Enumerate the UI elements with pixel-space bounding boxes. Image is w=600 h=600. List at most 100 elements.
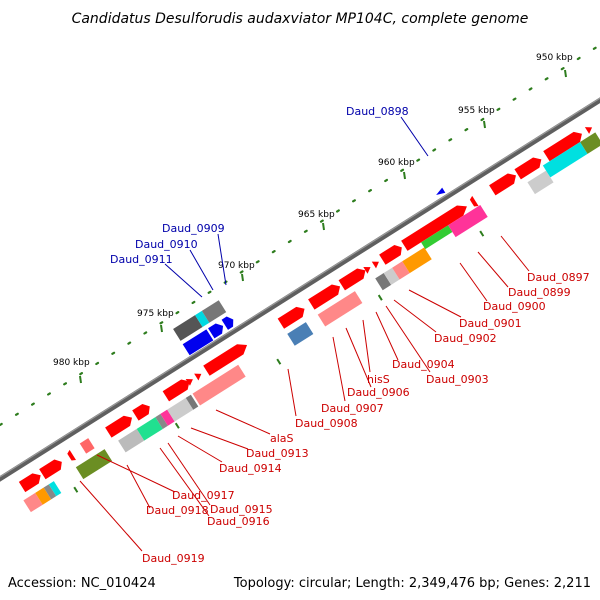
- kbp-label: 950 kbp: [536, 53, 573, 63]
- gene-Daud_0899-box[interactable]: [527, 170, 554, 195]
- label-hisS[interactable]: hisS: [367, 373, 390, 386]
- leader-line: [167, 442, 211, 506]
- gene-arrow[interactable]: [66, 449, 77, 462]
- gene-Daud_0898[interactable]: [435, 187, 446, 198]
- gene-Daud_0902-box[interactable]: [448, 204, 488, 238]
- gene-box[interactable]: [185, 394, 199, 410]
- label-Daud_0900[interactable]: Daud_0900: [483, 300, 546, 313]
- gene-Daud_0904-box[interactable]: [402, 247, 432, 274]
- gene-arrow[interactable]: [379, 242, 405, 265]
- gene-Daud_0907-box[interactable]: [317, 291, 363, 327]
- gene-box[interactable]: [23, 492, 43, 513]
- gene-arrow[interactable]: [39, 457, 65, 480]
- leader-line: [375, 311, 399, 361]
- label-Daud_0918[interactable]: Daud_0918: [146, 504, 209, 517]
- gene-Daud_0914[interactable]: [160, 409, 175, 426]
- label-Daud_0916[interactable]: Daud_0916: [207, 515, 270, 528]
- label-Daud_0903[interactable]: Daud_0903: [426, 373, 489, 386]
- label-alaS[interactable]: alaS: [270, 432, 294, 445]
- label-Daud_0914[interactable]: Daud_0914: [219, 462, 282, 475]
- leader-line: [477, 251, 509, 288]
- gene-arrow[interactable]: [584, 124, 594, 134]
- label-Daud_0897[interactable]: Daud_0897: [527, 271, 590, 284]
- gene-Daud_0897-box[interactable]: [542, 142, 588, 178]
- label-Daud_0907[interactable]: Daud_0907: [321, 402, 384, 415]
- kbp-label: 970 kbp: [218, 261, 255, 271]
- gene-Daud_0910[interactable]: [208, 321, 226, 339]
- gene-Daud_0913[interactable]: [167, 397, 194, 422]
- gene-arrow[interactable]: [18, 470, 44, 493]
- leader-line: [287, 368, 297, 417]
- leader-line: [408, 289, 462, 318]
- gene-Daud_0901[interactable]: [469, 195, 479, 208]
- gene-Daud_0908[interactable]: [277, 304, 308, 329]
- gene-Daud_0903-box[interactable]: [421, 225, 453, 250]
- gene-alaS-box[interactable]: [192, 364, 246, 406]
- gene-Daud_0908-box[interactable]: [287, 322, 314, 346]
- accession-text: Accession: NC_010424: [8, 576, 156, 591]
- track-ticks: [73, 230, 485, 493]
- gene-grey-left[interactable]: [173, 315, 203, 341]
- gene-small[interactable]: [79, 438, 95, 454]
- label-Daud_0908[interactable]: Daud_0908: [295, 417, 358, 430]
- gene-box[interactable]: [43, 484, 57, 500]
- gene-arrow[interactable]: [162, 376, 193, 402]
- label-Daud_0915[interactable]: Daud_0915: [210, 503, 273, 516]
- gene-arrow[interactable]: [105, 413, 135, 438]
- label-Daud_0911[interactable]: Daud_0911: [110, 253, 173, 266]
- leader-line: [164, 263, 203, 298]
- gene-Daud_0903[interactable]: [401, 201, 470, 251]
- gene-Daud_0900[interactable]: [489, 170, 519, 196]
- track-tick: [73, 486, 79, 493]
- gene-Daud_0915[interactable]: [155, 413, 168, 429]
- label-Daud_0913[interactable]: Daud_0913: [246, 447, 309, 460]
- label-Daud_0901[interactable]: Daud_0901: [459, 317, 522, 330]
- leader-line: [400, 116, 429, 157]
- label-Daud_0898[interactable]: Daud_0898: [346, 105, 409, 118]
- gene-box[interactable]: [392, 261, 410, 280]
- gene-Daud_0906[interactable]: [338, 265, 369, 291]
- leader-line: [215, 409, 271, 435]
- genome-summary-text: Topology: circular; Length: 2,349,476 bp…: [233, 576, 591, 591]
- gene-box[interactable]: [35, 487, 52, 505]
- gene-Daud_0917[interactable]: [75, 449, 113, 480]
- gene-Daud_0911[interactable]: [182, 329, 214, 356]
- map-title: Candidatus Desulforudis audaxviator MP10…: [72, 11, 529, 27]
- label-Daud_0902[interactable]: Daud_0902: [434, 332, 497, 345]
- forward-gene-labels: Daud_0897 Daud_0899 Daud_0900 Daud_0901 …: [79, 235, 590, 565]
- label-Daud_0899[interactable]: Daud_0899: [508, 286, 571, 299]
- leader-line: [393, 299, 437, 333]
- label-Daud_0906[interactable]: Daud_0906: [347, 386, 410, 399]
- backbone-line: [0, 97, 600, 482]
- gene-Daud_0909[interactable]: [221, 314, 237, 330]
- gene-alaS[interactable]: [203, 340, 250, 376]
- scale-dots: [0, 43, 600, 427]
- gene-Daud_0899[interactable]: [514, 154, 544, 180]
- gene-arrow[interactable]: [194, 370, 203, 381]
- gene-arrow[interactable]: [132, 401, 153, 421]
- leader-line: [362, 319, 371, 373]
- leader-line: [79, 480, 143, 552]
- gene-cyan[interactable]: [195, 310, 210, 328]
- label-Daud_0919[interactable]: Daud_0919: [142, 552, 205, 565]
- label-Daud_0910[interactable]: Daud_0910: [135, 238, 198, 251]
- gene-Daud_0897[interactable]: [543, 129, 585, 162]
- kbp-tick: [160, 324, 163, 333]
- gene-box[interactable]: [580, 132, 600, 154]
- gene-arrow[interactable]: [185, 376, 195, 386]
- gene-Daud_0916[interactable]: [136, 417, 163, 441]
- gene-box[interactable]: [375, 273, 392, 291]
- feature-track: [18, 124, 600, 513]
- gene-box[interactable]: [383, 267, 400, 285]
- label-Daud_0904[interactable]: Daud_0904: [392, 358, 455, 371]
- gene-box[interactable]: [48, 481, 62, 497]
- gene-hisS[interactable]: [363, 264, 372, 274]
- gene-Daud_0918[interactable]: [118, 428, 145, 453]
- gene-grey-right[interactable]: [201, 300, 227, 323]
- leader-line: [332, 336, 346, 402]
- gene-arrow[interactable]: [371, 258, 381, 269]
- gene-Daud_0907[interactable]: [308, 281, 343, 310]
- label-Daud_0909[interactable]: Daud_0909: [162, 222, 225, 235]
